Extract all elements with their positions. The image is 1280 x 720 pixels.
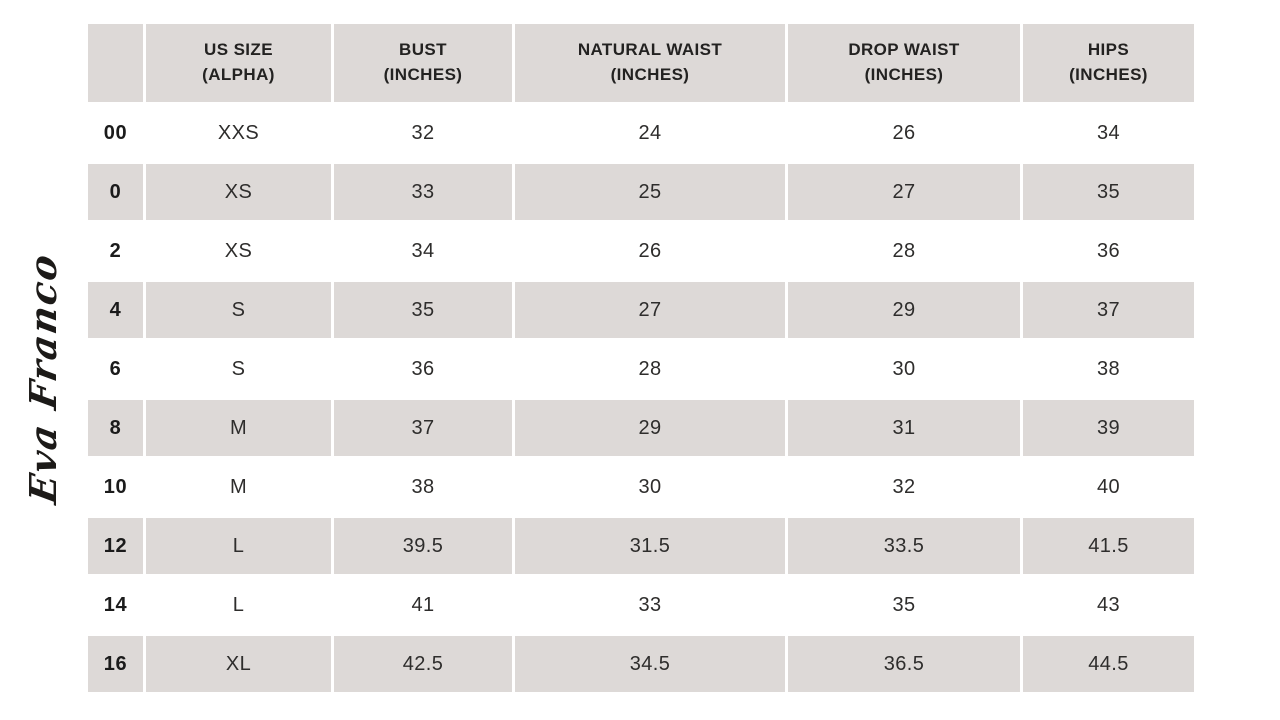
header-row: US SIZE (ALPHA) BUST (INCHES) NATURAL WA… [88,24,1194,102]
us-numeric-cell: 2 [88,223,143,279]
header-cell-hips: HIPS (INCHES) [1023,24,1194,102]
header-cell-us-size-alpha: US SIZE (ALPHA) [146,24,331,102]
bust-cell: 39.5 [334,518,512,574]
hips-cell: 43 [1023,577,1194,633]
alpha-size-cell: S [146,282,331,338]
drop-waist-cell: 29 [788,282,1020,338]
hips-cell: 44.5 [1023,636,1194,692]
header-cell-drop-waist: DROP WAIST (INCHES) [788,24,1020,102]
natural-waist-cell: 34.5 [515,636,785,692]
us-numeric-cell: 00 [88,105,143,161]
hips-cell: 37 [1023,282,1194,338]
bust-cell: 34 [334,223,512,279]
bust-cell: 36 [334,341,512,397]
bust-cell: 37 [334,400,512,456]
us-numeric-cell: 6 [88,341,143,397]
drop-waist-cell: 27 [788,164,1020,220]
us-numeric-cell: 8 [88,400,143,456]
us-numeric-cell: 4 [88,282,143,338]
bust-cell: 35 [334,282,512,338]
size-row-0: 0 XS 33 25 27 35 [88,164,1194,220]
header-cell-blank [88,24,143,102]
natural-waist-cell: 29 [515,400,785,456]
natural-waist-cell: 28 [515,341,785,397]
alpha-size-cell: L [146,518,331,574]
drop-waist-cell: 30 [788,341,1020,397]
us-numeric-cell: 16 [88,636,143,692]
drop-waist-cell: 28 [788,223,1020,279]
size-row-10: 10 M 38 30 32 40 [88,459,1194,515]
drop-waist-cell: 26 [788,105,1020,161]
size-row-12: 12 L 39.5 31.5 33.5 41.5 [88,518,1194,574]
natural-waist-cell: 25 [515,164,785,220]
drop-waist-cell: 33.5 [788,518,1020,574]
bust-cell: 33 [334,164,512,220]
alpha-size-cell: M [146,400,331,456]
alpha-size-cell: XS [146,164,331,220]
alpha-size-cell: XL [146,636,331,692]
size-row-8: 8 M 37 29 31 39 [88,400,1194,456]
drop-waist-cell: 35 [788,577,1020,633]
bust-cell: 32 [334,105,512,161]
natural-waist-cell: 30 [515,459,785,515]
size-row-4: 4 S 35 27 29 37 [88,282,1194,338]
drop-waist-cell: 32 [788,459,1020,515]
alpha-size-cell: M [146,459,331,515]
us-numeric-cell: 14 [88,577,143,633]
brand-logo-text: Eva Franco [21,249,66,507]
drop-waist-cell: 31 [788,400,1020,456]
hips-cell: 41.5 [1023,518,1194,574]
hips-cell: 39 [1023,400,1194,456]
natural-waist-cell: 24 [515,105,785,161]
us-numeric-cell: 10 [88,459,143,515]
natural-waist-cell: 27 [515,282,785,338]
hips-cell: 40 [1023,459,1194,515]
hips-cell: 38 [1023,341,1194,397]
bust-cell: 42.5 [334,636,512,692]
natural-waist-cell: 33 [515,577,785,633]
size-row-16: 16 XL 42.5 34.5 36.5 44.5 [88,636,1194,692]
alpha-size-cell: S [146,341,331,397]
size-chart-table: US SIZE (ALPHA) BUST (INCHES) NATURAL WA… [85,21,1197,695]
hips-cell: 34 [1023,105,1194,161]
hips-cell: 35 [1023,164,1194,220]
alpha-size-cell: XS [146,223,331,279]
header-cell-natural-waist: NATURAL WAIST (INCHES) [515,24,785,102]
natural-waist-cell: 31.5 [515,518,785,574]
size-row-2: 2 XS 34 26 28 36 [88,223,1194,279]
drop-waist-cell: 36.5 [788,636,1020,692]
alpha-size-cell: L [146,577,331,633]
hips-cell: 36 [1023,223,1194,279]
us-numeric-cell: 12 [88,518,143,574]
bust-cell: 38 [334,459,512,515]
size-row-6: 6 S 36 28 30 38 [88,341,1194,397]
header-cell-bust: BUST (INCHES) [334,24,512,102]
us-numeric-cell: 0 [88,164,143,220]
size-row-14: 14 L 41 33 35 43 [88,577,1194,633]
bust-cell: 41 [334,577,512,633]
size-row-00: 00 XXS 32 24 26 34 [88,105,1194,161]
natural-waist-cell: 26 [515,223,785,279]
alpha-size-cell: XXS [146,105,331,161]
brand-logo: Eva Franco [0,249,86,507]
